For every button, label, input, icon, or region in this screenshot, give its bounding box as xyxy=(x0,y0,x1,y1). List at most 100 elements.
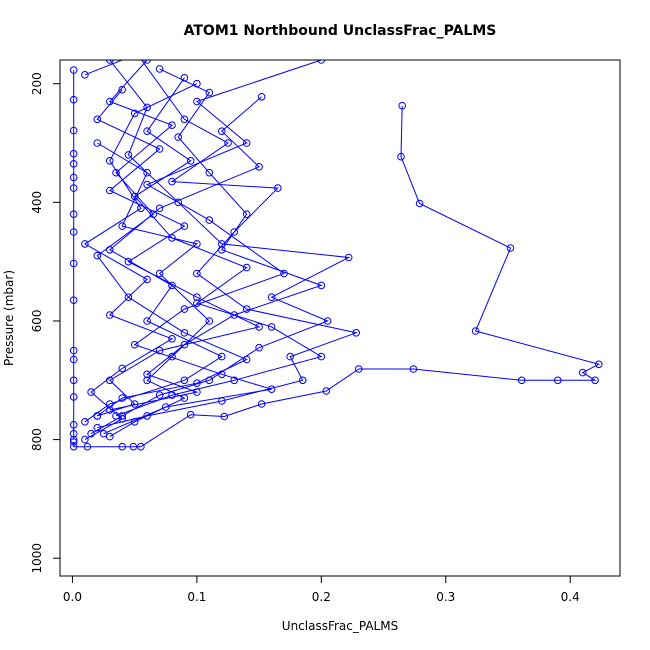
data-point-11-5 xyxy=(242,263,251,272)
data-point-5-1 xyxy=(193,97,201,106)
data-point-11-8 xyxy=(317,352,326,361)
data-point-7-11 xyxy=(81,435,89,444)
series-line-10 xyxy=(96,60,248,417)
data-point-8-2 xyxy=(174,133,182,141)
data-point-5-4 xyxy=(205,216,214,224)
y-tick-label-4: 1000 xyxy=(30,543,44,574)
data-point-0-13 xyxy=(257,400,266,408)
data-point-11-3 xyxy=(130,192,139,201)
data-point-11-9 xyxy=(230,376,238,385)
data-point-8-1 xyxy=(205,88,214,97)
data-point-4-6 xyxy=(143,317,151,325)
data-point-6-2 xyxy=(155,145,164,153)
plot-frame xyxy=(59,59,621,577)
data-point-2-6 xyxy=(267,293,276,302)
data-point-5-3 xyxy=(143,180,151,189)
data-point-2-2 xyxy=(124,151,133,159)
data-point-8-8 xyxy=(180,340,189,349)
data-point-11-0 xyxy=(180,74,189,82)
y-axis-label: Pressure (mbar) xyxy=(2,270,16,366)
data-point-9-6 xyxy=(168,352,176,361)
data-point-11-6 xyxy=(193,299,201,308)
data-point-6-5 xyxy=(124,257,133,266)
data-point-3-14 xyxy=(93,423,102,432)
data-point-10-7 xyxy=(180,329,189,337)
data-point-9-10 xyxy=(106,432,114,441)
data-point-8-3 xyxy=(205,168,214,177)
data-point-6-3 xyxy=(106,186,114,195)
data-point-1-0 xyxy=(69,66,78,74)
data-point-3-9 xyxy=(352,329,361,337)
data-point-6-1 xyxy=(93,115,102,124)
data-point-0-4 xyxy=(471,327,480,335)
data-point-1-16 xyxy=(69,429,78,438)
data-point-10-2 xyxy=(168,121,176,129)
data-point-9-8 xyxy=(180,394,189,402)
data-point-0-17 xyxy=(129,442,138,451)
data-point-3-7 xyxy=(193,269,201,278)
data-point-9-0 xyxy=(93,139,102,147)
data-point-3-11 xyxy=(298,376,307,385)
data-point-8-5 xyxy=(218,246,226,254)
data-point-4-0 xyxy=(257,93,266,101)
data-point-10-11 xyxy=(93,412,102,420)
data-point-4-2 xyxy=(255,163,263,171)
y-tick-label-0: 200 xyxy=(30,72,44,95)
data-point-3-6 xyxy=(230,228,238,236)
data-point-5-9 xyxy=(267,385,276,394)
data-point-5-11 xyxy=(99,429,108,438)
data-point-7-4 xyxy=(81,240,89,248)
data-point-3-3 xyxy=(224,139,232,147)
data-point-0-12 xyxy=(322,387,331,395)
data-point-10-10 xyxy=(118,394,126,402)
series-line-9 xyxy=(97,142,211,438)
data-point-0-7 xyxy=(591,376,599,385)
data-point-2-1 xyxy=(143,103,151,112)
data-point-11-2 xyxy=(186,157,195,165)
x-axis-label: UnclassFrac_PALMS xyxy=(282,619,398,633)
data-point-2-12 xyxy=(87,429,95,438)
data-point-4-8 xyxy=(180,376,189,385)
data-point-2-7 xyxy=(323,317,332,325)
data-point-0-8 xyxy=(554,376,562,385)
data-point-0-16 xyxy=(137,442,145,451)
data-point-0-9 xyxy=(517,376,526,385)
data-point-0-14 xyxy=(220,412,229,421)
data-point-2-10 xyxy=(155,391,164,399)
y-tick-label-3: 800 xyxy=(30,428,44,451)
data-point-1-14 xyxy=(69,393,78,401)
x-tick-label-1: 0.1 xyxy=(187,590,206,604)
data-point-9-4 xyxy=(155,269,164,278)
data-point-7-7 xyxy=(168,335,176,343)
plot-data xyxy=(69,60,603,451)
y-axis: 200 400 600 800 1000 xyxy=(30,72,61,574)
data-point-1-4 xyxy=(69,160,78,168)
data-point-0-11 xyxy=(354,365,363,373)
data-point-4-10 xyxy=(81,418,89,426)
y-tick-label-2: 600 xyxy=(30,310,44,333)
data-point-7-5 xyxy=(143,275,151,284)
data-point-2-8 xyxy=(255,343,263,352)
data-point-6-0 xyxy=(118,85,126,94)
data-point-1-1 xyxy=(69,95,78,104)
data-point-3-8 xyxy=(242,305,251,313)
data-point-3-4 xyxy=(168,177,176,186)
data-point-7-2 xyxy=(106,157,114,165)
data-point-1-9 xyxy=(69,259,78,268)
data-point-0-15 xyxy=(186,410,195,419)
data-point-8-9 xyxy=(143,370,151,379)
data-point-5-6 xyxy=(180,305,189,313)
data-point-1-12 xyxy=(69,355,78,364)
series-line-5 xyxy=(103,60,322,435)
data-point-3-2 xyxy=(180,115,189,124)
data-point-0-0 xyxy=(398,101,407,110)
data-point-1-13 xyxy=(69,376,78,385)
data-point-10-6 xyxy=(124,293,133,302)
data-point-10-9 xyxy=(193,379,201,388)
series-line-2 xyxy=(90,60,351,435)
data-point-10-5 xyxy=(93,251,102,260)
data-point-2-5 xyxy=(344,253,353,262)
data-point-6-6 xyxy=(193,293,201,302)
series-line-0 xyxy=(73,105,601,448)
